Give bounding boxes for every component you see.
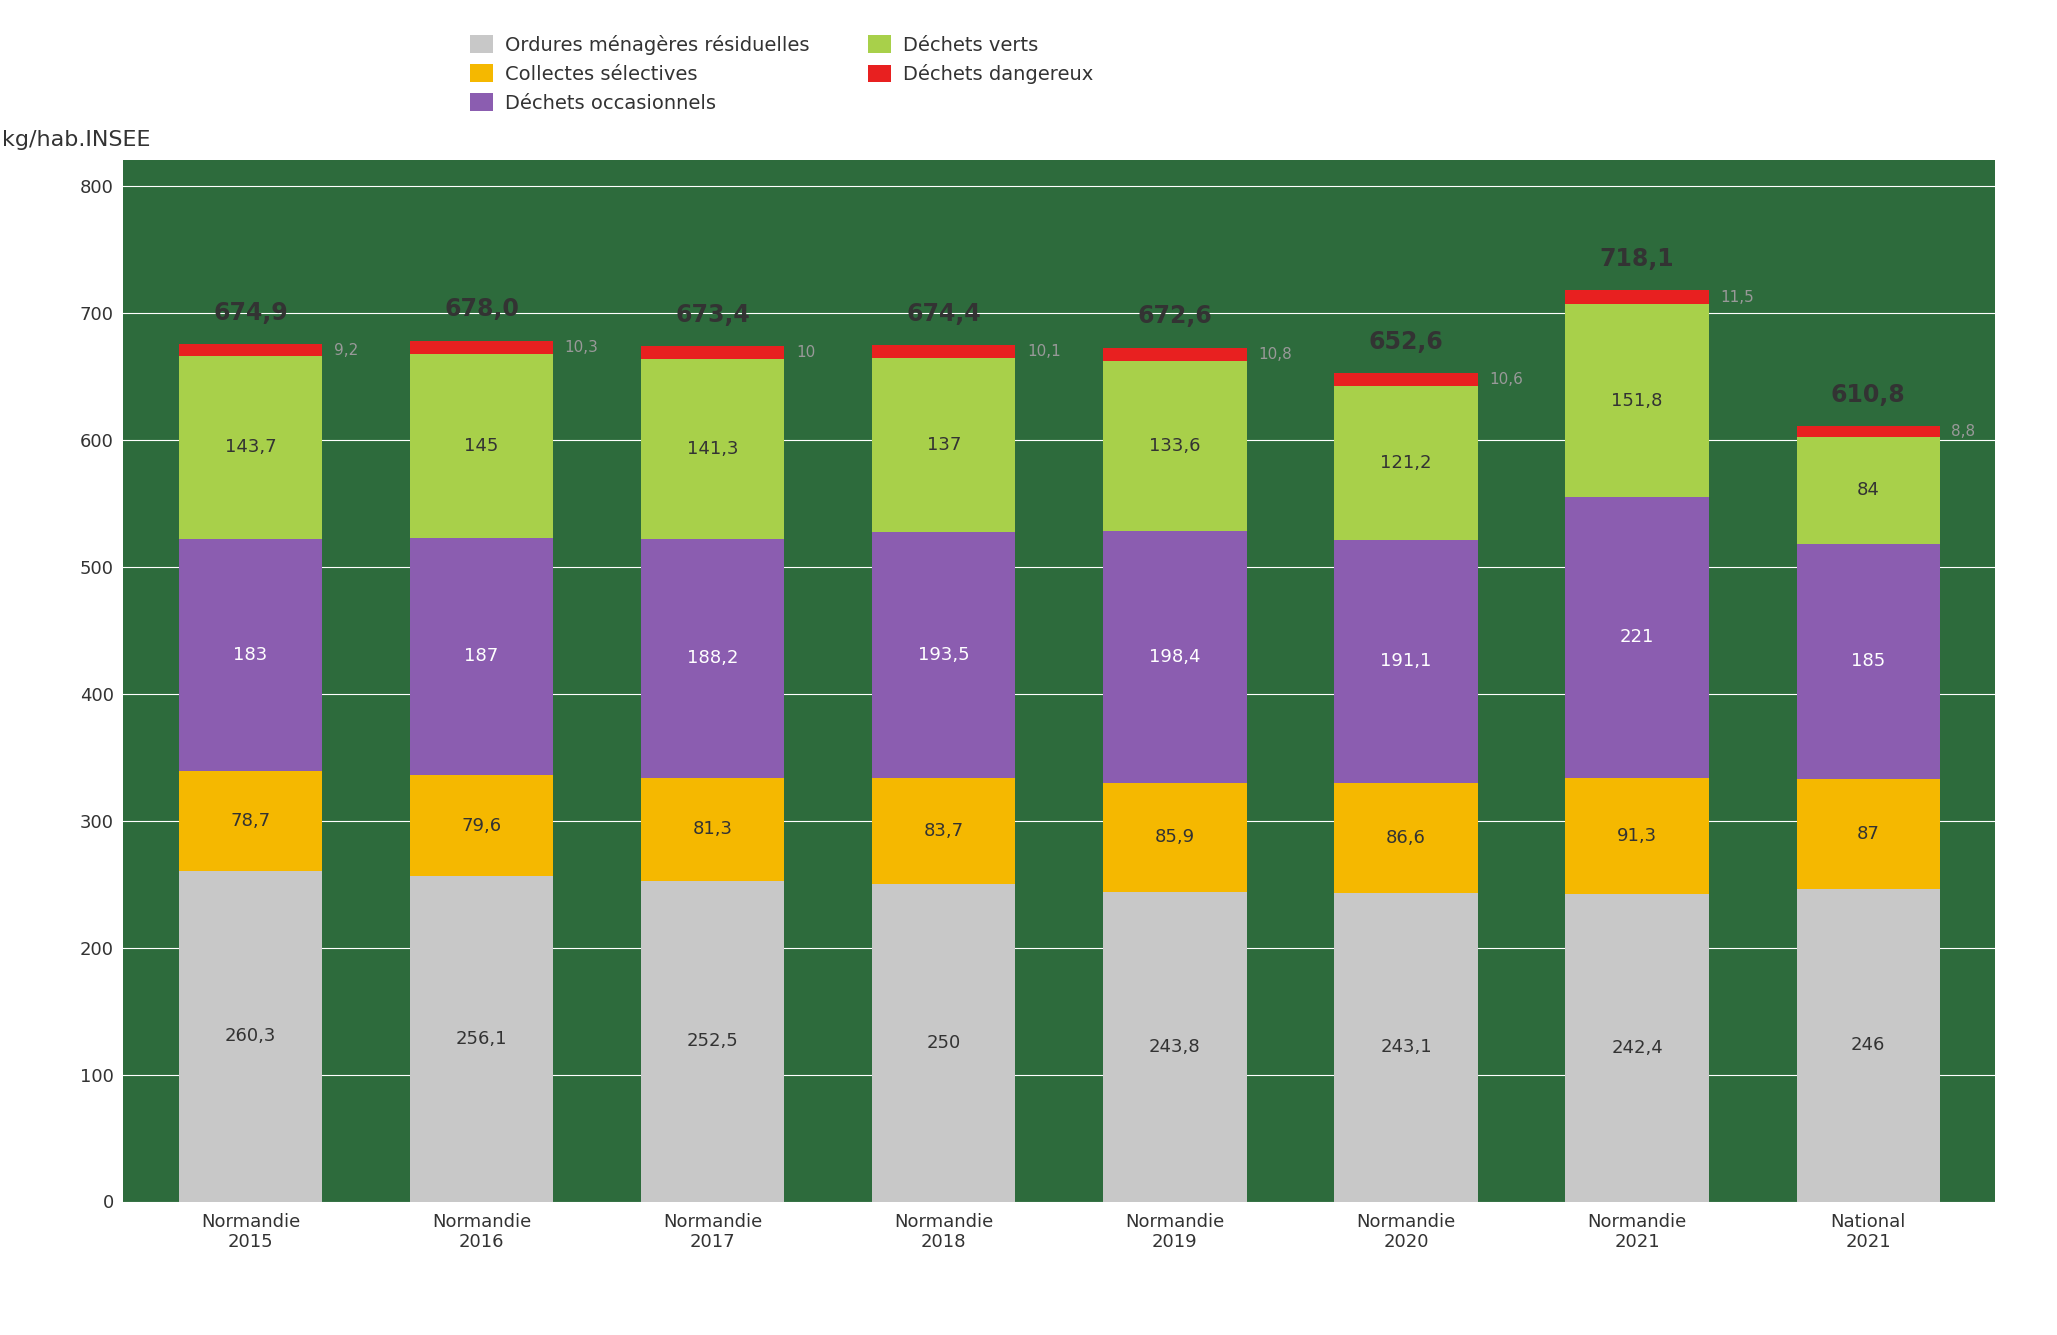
Text: 9,2: 9,2 [333,343,358,358]
Bar [1335,372,1477,386]
Text: 121,2: 121,2 [1380,454,1432,473]
Bar [409,354,553,538]
Text: 84: 84 [1857,482,1880,499]
Bar [1565,290,1709,304]
Text: 145: 145 [465,437,498,455]
Text: 91,3: 91,3 [1617,826,1658,845]
Bar [1796,543,1940,778]
Text: 10,3: 10,3 [566,339,599,355]
Text: 198,4: 198,4 [1150,647,1201,666]
Bar [642,359,784,538]
Bar [642,538,784,777]
Text: 143,7: 143,7 [224,438,276,457]
Text: 133,6: 133,6 [1150,437,1201,455]
Text: 718,1: 718,1 [1600,247,1674,271]
Text: 10,8: 10,8 [1259,347,1292,362]
Text: 183: 183 [232,646,267,663]
Text: 221: 221 [1621,629,1654,646]
Text: 85,9: 85,9 [1154,828,1195,846]
Bar [1335,386,1477,541]
Text: 10,1: 10,1 [1026,344,1061,359]
Text: 243,1: 243,1 [1380,1039,1432,1056]
Text: 260,3: 260,3 [224,1027,276,1045]
Bar [409,776,553,876]
Bar [1335,782,1477,893]
Text: 252,5: 252,5 [687,1032,738,1051]
Text: kg/hab.INSEE: kg/hab.INSEE [2,129,150,150]
Text: 187: 187 [465,647,498,665]
Bar [179,356,323,538]
Text: 188,2: 188,2 [687,649,738,668]
Text: 10,6: 10,6 [1489,372,1522,387]
Text: 256,1: 256,1 [457,1029,508,1048]
Bar [1103,531,1247,782]
Bar [179,538,323,772]
Text: 151,8: 151,8 [1611,391,1662,410]
Text: 250: 250 [928,1033,961,1052]
Bar [409,340,553,354]
Bar [1565,304,1709,497]
Text: 185: 185 [1851,653,1886,670]
Bar [1565,497,1709,778]
Text: 11,5: 11,5 [1720,290,1755,304]
Text: 141,3: 141,3 [687,441,738,458]
Bar [872,358,1016,533]
Bar [1103,782,1247,892]
Text: 246: 246 [1851,1036,1886,1055]
Text: 678,0: 678,0 [444,298,518,322]
Text: 78,7: 78,7 [230,812,272,830]
Bar [1103,892,1247,1202]
Text: 674,9: 674,9 [214,302,288,326]
Text: 10: 10 [796,346,815,360]
Bar [1796,426,1940,437]
Text: 610,8: 610,8 [1831,383,1905,407]
Bar [1335,541,1477,782]
Bar [872,778,1016,884]
Bar [872,884,1016,1202]
Text: 673,4: 673,4 [675,303,751,327]
Bar [1796,778,1940,889]
Bar [1796,889,1940,1202]
Bar [179,772,323,870]
Text: 193,5: 193,5 [917,646,969,663]
Text: 242,4: 242,4 [1611,1039,1662,1056]
Bar [1796,437,1940,543]
Text: 81,3: 81,3 [693,820,732,838]
Text: 79,6: 79,6 [461,817,502,834]
Bar [872,533,1016,778]
Text: 243,8: 243,8 [1150,1037,1201,1056]
Bar [1335,893,1477,1202]
Text: 8,8: 8,8 [1952,425,1975,439]
Bar [1103,347,1247,362]
Bar [1565,893,1709,1202]
Bar [642,881,784,1202]
Bar [642,777,784,881]
Bar [642,347,784,359]
Bar [1565,778,1709,893]
Bar [1103,362,1247,531]
Text: 86,6: 86,6 [1386,829,1426,846]
Legend: Ordures ménagères résiduelles, Collectes sélectives, Déchets occasionnels, Déche: Ordures ménagères résiduelles, Collectes… [471,35,1092,112]
Text: 87: 87 [1857,825,1880,842]
Bar [179,870,323,1202]
Text: 672,6: 672,6 [1138,304,1212,328]
Text: 674,4: 674,4 [907,302,981,326]
Bar [409,538,553,776]
Text: 652,6: 652,6 [1368,330,1444,354]
Bar [409,876,553,1202]
Bar [179,344,323,356]
Text: 191,1: 191,1 [1380,653,1432,670]
Text: 137: 137 [926,437,961,454]
Bar [872,346,1016,358]
Text: 83,7: 83,7 [924,822,965,840]
